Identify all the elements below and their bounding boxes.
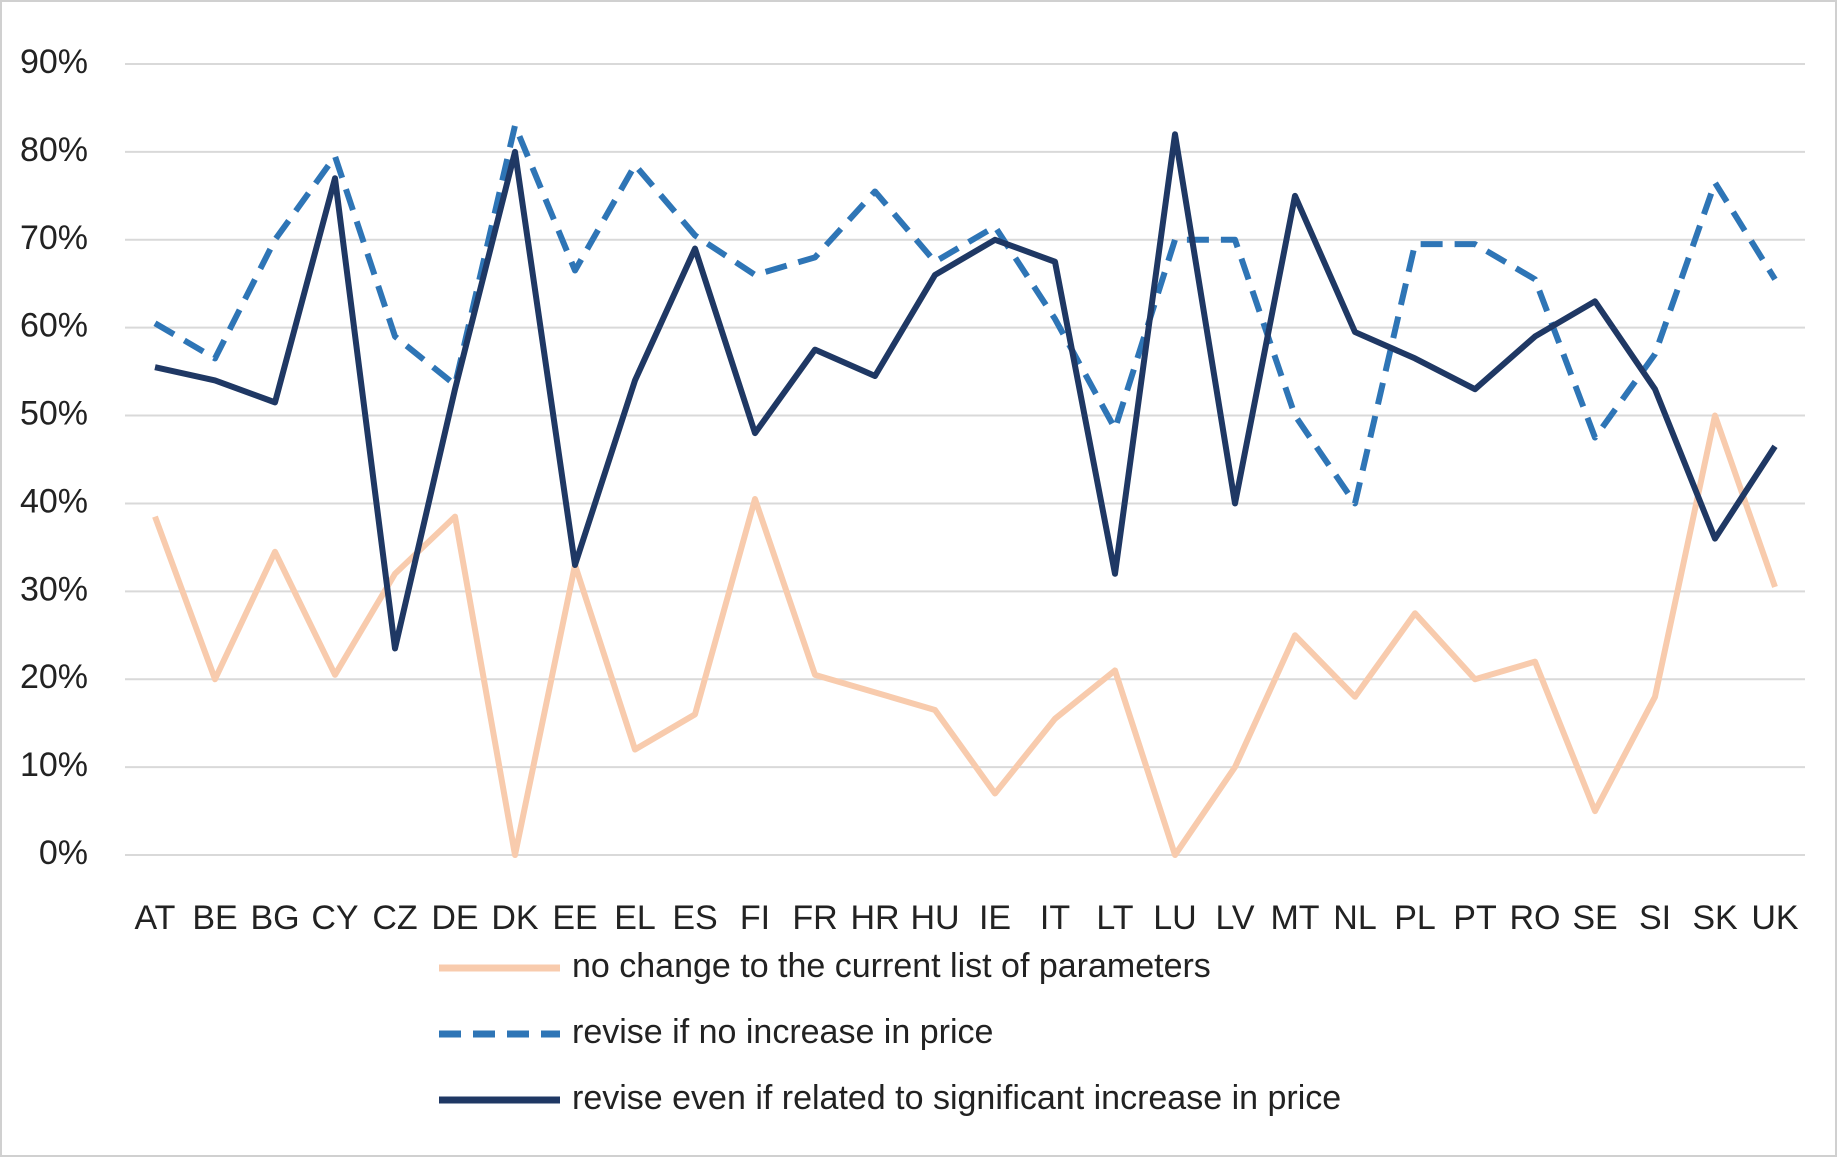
y-tick-label: 0% — [39, 834, 88, 872]
x-tick-label: LU — [1153, 899, 1196, 937]
x-tick-label: LV — [1215, 899, 1254, 937]
y-tick-label: 40% — [20, 482, 88, 520]
x-tick-label: PL — [1394, 899, 1436, 937]
x-tick-label: LT — [1096, 899, 1133, 937]
legend-label: revise if no increase in price — [572, 1013, 993, 1051]
x-tick-label: UK — [1751, 899, 1799, 937]
series-line — [153, 122, 1778, 507]
x-tick-label: CZ — [372, 899, 417, 937]
legend-label: no change to the current list of paramet… — [572, 947, 1211, 985]
x-tick-label: MT — [1270, 899, 1319, 937]
y-tick-label: 10% — [20, 746, 88, 784]
x-tick-label: SE — [1572, 899, 1617, 937]
y-tick-label: 80% — [20, 131, 88, 169]
y-tick-label: 90% — [20, 43, 88, 81]
x-tick-label: FI — [740, 899, 770, 937]
series-line — [152, 412, 1778, 858]
x-tick-label: BE — [192, 899, 237, 937]
x-tick-label: RO — [1510, 899, 1561, 937]
x-tick-label: FR — [792, 899, 837, 937]
y-tick-label: 70% — [20, 219, 88, 257]
x-tick-label: DE — [431, 899, 478, 937]
x-tick-label: AT — [135, 899, 176, 937]
x-tick-label: PT — [1453, 899, 1496, 937]
series-line — [154, 131, 1778, 652]
y-tick-label: 60% — [20, 307, 88, 345]
x-tick-label: ES — [672, 899, 717, 937]
x-tick-label: NL — [1333, 899, 1376, 937]
x-tick-label: IT — [1040, 899, 1070, 937]
x-tick-label: BG — [250, 899, 299, 937]
y-tick-label: 20% — [20, 658, 88, 696]
x-tick-label: EE — [552, 899, 597, 937]
x-tick-label: HU — [910, 899, 959, 937]
x-tick-label: EL — [614, 899, 656, 937]
x-tick-label: SI — [1639, 899, 1671, 937]
y-tick-label: 50% — [20, 395, 88, 433]
x-tick-label: IE — [979, 899, 1011, 937]
y-tick-label: 30% — [20, 570, 88, 608]
x-tick-label: DK — [491, 899, 539, 937]
legend-label: revise even if related to significant in… — [572, 1079, 1341, 1117]
x-tick-label: SK — [1692, 899, 1738, 937]
x-tick-label: HR — [850, 899, 899, 937]
x-tick-label: CY — [311, 899, 358, 937]
